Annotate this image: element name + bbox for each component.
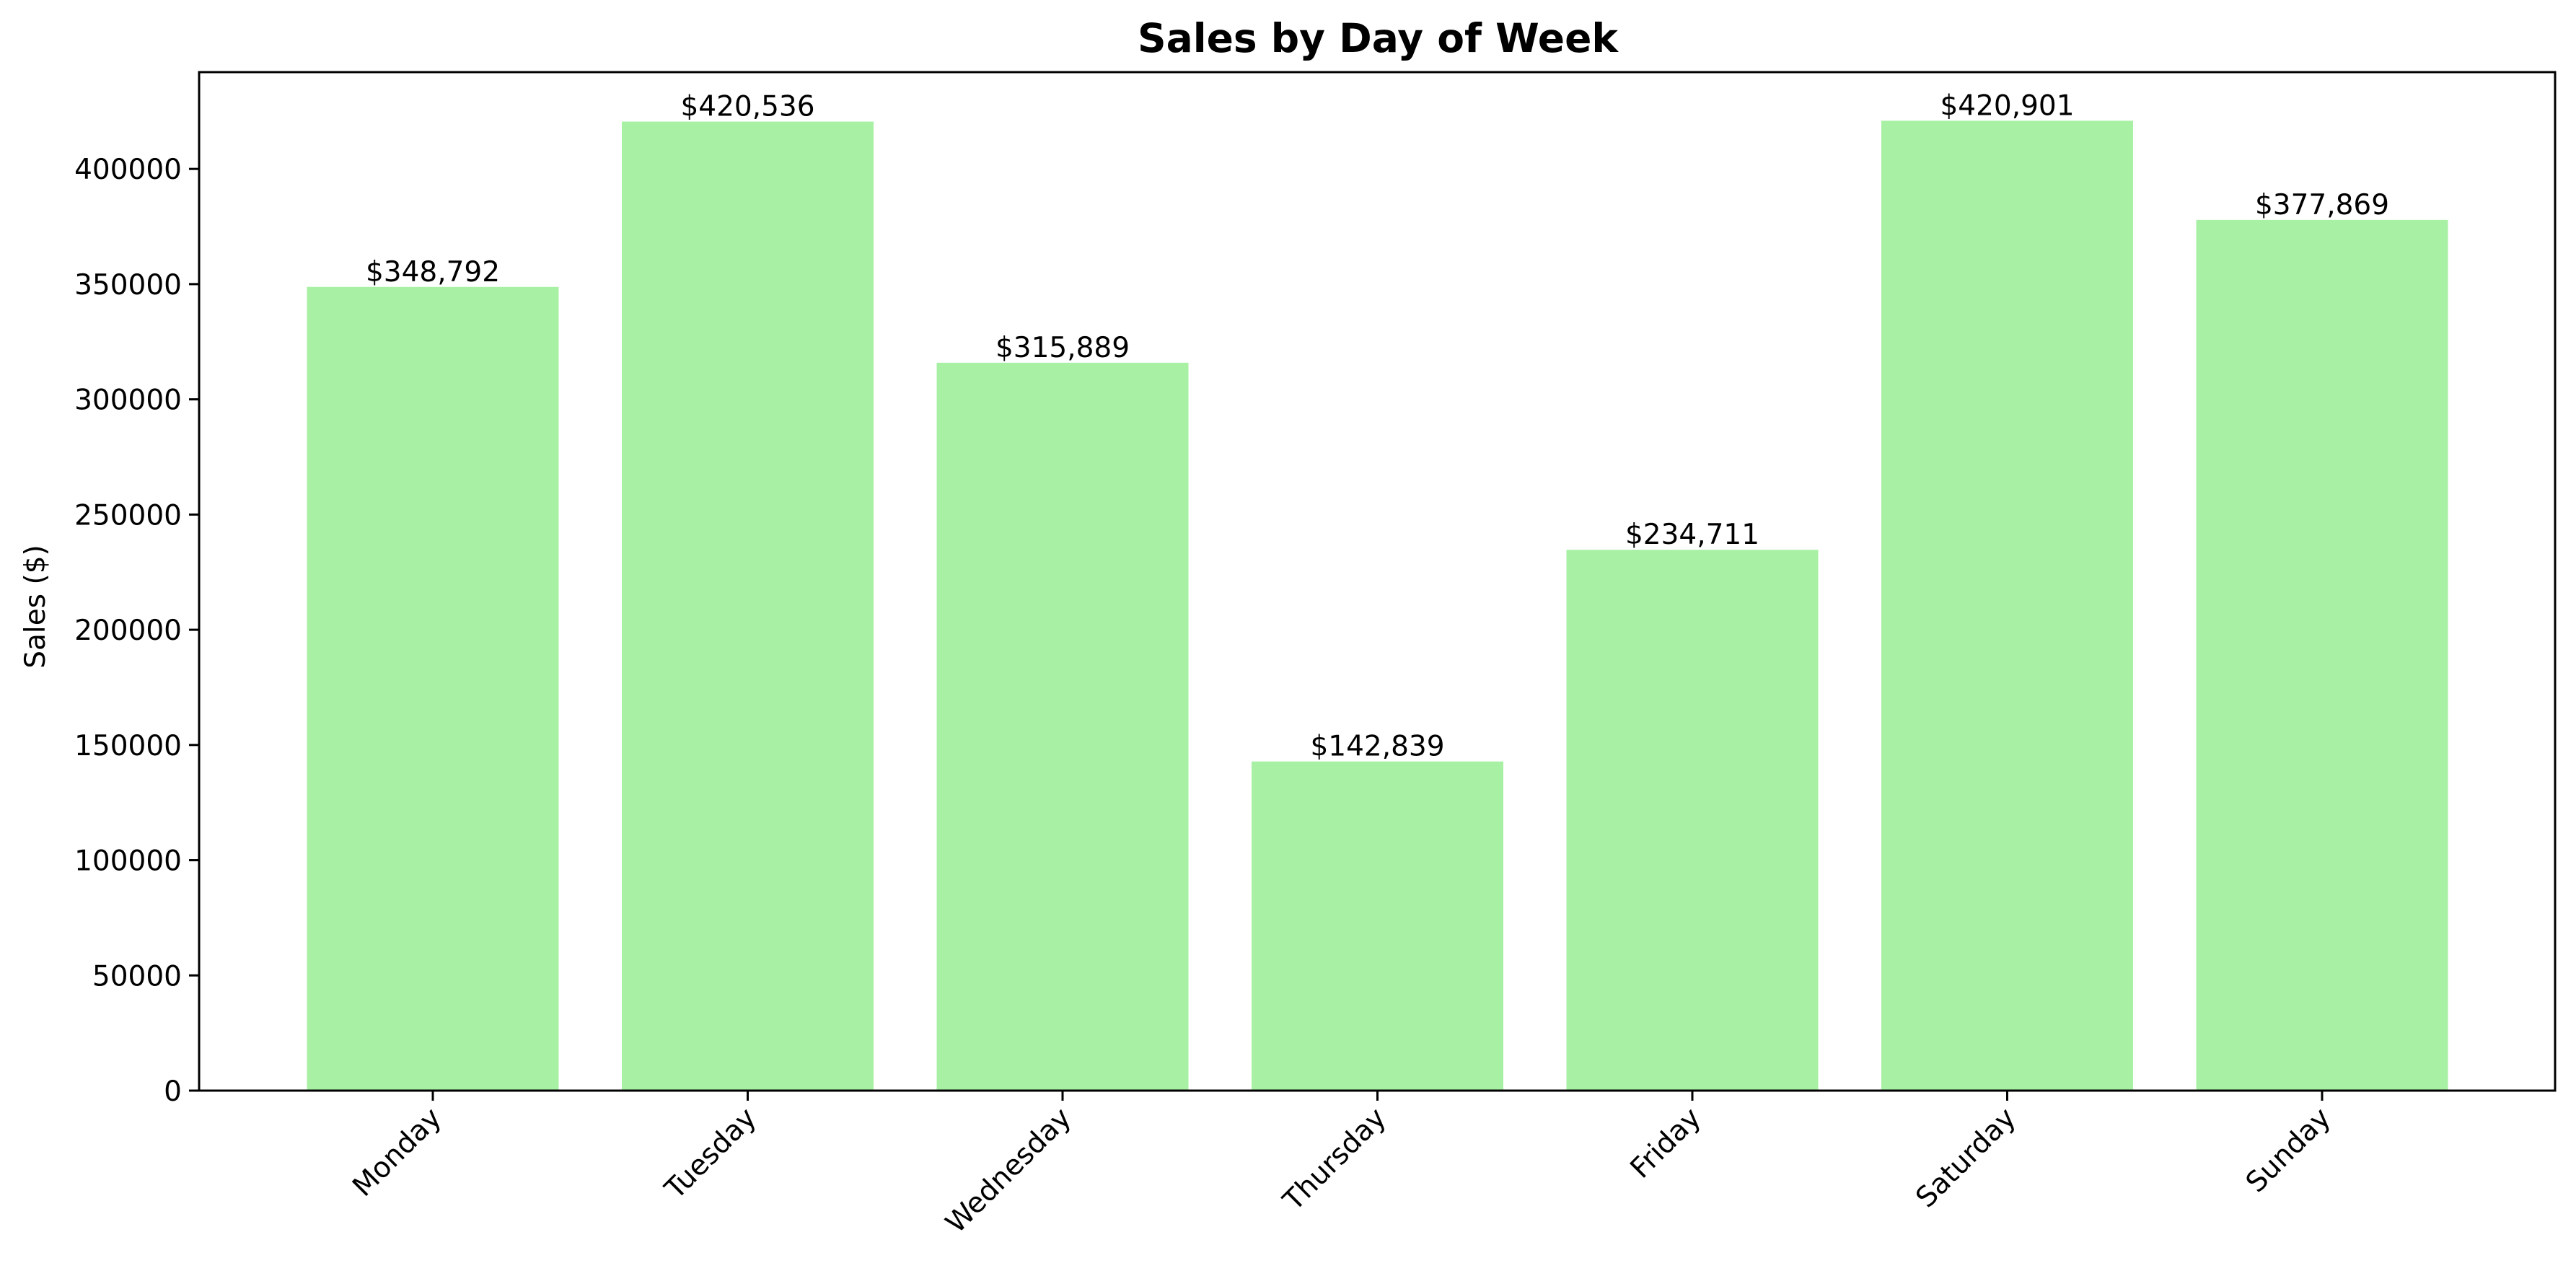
x-tick-label-monday: Monday [346,1101,448,1203]
data-label-sunday: $377,869 [2255,189,2389,221]
bar-wednesday [936,362,1189,1091]
y-axis-label: Sales ($) [19,545,52,668]
bar-friday [1566,550,1819,1091]
x-tick-label-sunday: Sunday [2240,1101,2337,1199]
x-tick-label-tuesday: Tuesday [659,1101,763,1206]
data-label-friday: $234,711 [1625,519,1759,551]
bar-tuesday [622,121,874,1091]
plot-frame [198,71,2557,1092]
y-tick-label: 250000 [74,499,182,532]
data-labels-layer: $348,792 $420,536 $315,889 $142,839 $234,711… [366,89,2389,762]
data-label-saturday: $420,901 [1940,89,2074,122]
y-tick-label: 150000 [74,730,182,762]
y-tick-label: 400000 [74,154,182,186]
y-tick-label: 300000 [74,384,182,417]
y-tick-label: 200000 [74,615,182,647]
x-axis-ticks: Monday Tuesday Wednesday Thursday Friday Satu… [346,1091,2337,1240]
bar-sunday [2196,219,2448,1091]
chart-title: Sales by Day of Week [1138,15,1619,61]
bar-monday [307,286,559,1091]
data-label-tuesday: $420,536 [680,91,814,123]
bar-saturday [1881,120,2133,1091]
y-tick-label: 50000 [92,960,182,993]
bars-layer [307,120,2448,1091]
bar-thursday [1252,761,1503,1091]
data-label-thursday: $142,839 [1310,731,1444,763]
x-tick-label-thursday: Thursday [1277,1101,1393,1218]
x-tick-label-friday: Friday [1625,1101,1707,1184]
data-label-monday: $348,792 [366,256,500,289]
y-tick-label: 0 [164,1075,182,1108]
y-axis-ticks: 0 50000 100000 150000 200000 250000 300000 3500… [74,154,199,1108]
x-tick-label-wednesday: Wednesday [940,1101,1078,1239]
data-label-wednesday: $315,889 [995,332,1130,364]
y-tick-label: 100000 [74,845,182,878]
x-tick-label-saturday: Saturday [1909,1101,2022,1214]
y-tick-label: 350000 [74,269,182,302]
